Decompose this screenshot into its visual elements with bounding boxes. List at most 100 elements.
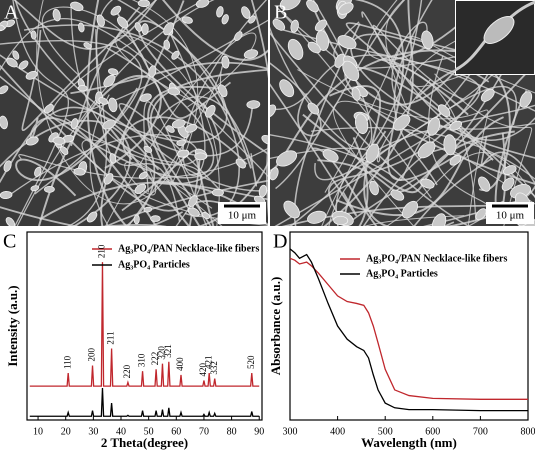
sem-fiber: [293, 23, 455, 226]
x-tick-label: 20: [61, 426, 71, 437]
plot-frame: [26, 231, 263, 421]
sem-bead: [270, 167, 279, 181]
sem-bead: [449, 154, 462, 166]
sem-bead: [234, 31, 243, 41]
sem-bead: [501, 177, 515, 191]
sem-fiber: [0, 106, 160, 184]
sem-fiber: [480, 135, 535, 186]
sem-bead: [141, 23, 149, 35]
sem-bead: [194, 152, 207, 161]
peak-label: 200: [87, 347, 97, 361]
x-tick-label: 70: [199, 426, 209, 437]
sem-bead: [365, 143, 380, 163]
sem-fiber: [118, 103, 268, 192]
sem-fiber: [317, 62, 535, 193]
sem-fiber: [14, 0, 254, 157]
sem-fiber: [89, 94, 110, 226]
sem-bead: [6, 57, 18, 68]
sem-bead: [443, 134, 457, 156]
sem-bead: [322, 149, 339, 162]
x-tick-label: 700: [473, 426, 488, 437]
x-tick-label: 60: [171, 426, 181, 437]
sem-bead: [163, 22, 174, 36]
x-tick-label: 400: [330, 426, 345, 437]
sem-fiber: [275, 6, 432, 199]
sem-fiber: [156, 96, 258, 187]
sem-bead: [218, 84, 228, 98]
legend-label: Ag₃PO₄/PAN Necklace-like fibers: [366, 253, 507, 264]
x-axis-title: 2 Theta(degree): [101, 435, 188, 450]
sem-fiber: [95, 29, 181, 223]
sem-bead: [449, 120, 463, 131]
sem-bead: [110, 5, 122, 16]
data-line: [289, 257, 528, 400]
sem-bead: [70, 1, 84, 12]
peak-label: 210: [97, 244, 107, 258]
sem-bead: [201, 212, 211, 220]
peak-label: 320: [157, 346, 167, 360]
sem-bead: [148, 65, 157, 78]
sem-panel: [0, 0, 268, 226]
sem-bead: [0, 85, 9, 95]
sem-bead: [96, 14, 105, 27]
sem-bead: [279, 0, 301, 11]
sem-bead: [138, 171, 148, 180]
sem-fiber: [143, 101, 208, 226]
sem-bead: [187, 207, 200, 217]
sem-bead: [44, 185, 55, 193]
x-tick-label: 90: [254, 426, 264, 437]
sem-fiber: [361, 11, 535, 141]
sem-bead: [167, 87, 181, 96]
peak-label: 110: [62, 355, 72, 369]
sem-bead: [73, 167, 86, 176]
sem-fiber: [0, 0, 228, 143]
sem-bead: [43, 104, 54, 114]
sem-bead: [30, 185, 40, 192]
sem-fiber: [12, 0, 70, 226]
sem-fiber: [13, 0, 157, 50]
sem-fiber: [41, 6, 152, 78]
sem-fiber: [335, 104, 535, 226]
sem-fiber: [0, 40, 143, 195]
sem-bead: [393, 114, 411, 131]
sem-fiber: [122, 116, 248, 165]
sem-bead: [420, 178, 435, 189]
peak-label: 310: [137, 353, 147, 367]
sem-fiber: [115, 35, 220, 226]
sem-bead: [475, 208, 487, 221]
sem-bead: [480, 88, 495, 102]
sem-fiber: [372, 24, 464, 100]
sem-bead: [270, 104, 277, 118]
sem-bead: [25, 70, 38, 80]
sem-bead: [108, 97, 118, 113]
sem-fiber: [270, 31, 471, 226]
sem-bead: [401, 200, 419, 219]
sem-bead: [390, 189, 405, 201]
sem-bead: [235, 158, 246, 169]
sem-fiber: [149, 69, 268, 226]
x-tick-label: 30: [88, 426, 98, 437]
sem-bead: [60, 146, 69, 155]
sem-bead: [134, 22, 142, 32]
sem-bead: [478, 176, 491, 192]
sem-fiber: [105, 32, 257, 226]
sem-fiber: [270, 78, 432, 163]
sem-bead: [241, 6, 251, 19]
sem-fiber: [332, 100, 535, 226]
sem-bead: [421, 30, 434, 50]
sem-bead: [5, 217, 16, 226]
sem-bead: [139, 93, 152, 102]
sem-bead: [103, 173, 114, 185]
sem-bead: [279, 79, 295, 98]
sem-fiber: [113, 6, 232, 120]
inset-bead: [483, 16, 515, 44]
sem-bead: [283, 200, 300, 219]
sem-fiber: [52, 0, 268, 117]
sem-bead: [243, 49, 259, 59]
sem-bead: [369, 180, 379, 196]
peak-label: 321: [163, 344, 173, 358]
sem-bead: [307, 210, 327, 224]
sem-bead: [109, 153, 117, 164]
sem-bead: [3, 160, 12, 172]
sem-bead: [438, 104, 451, 118]
